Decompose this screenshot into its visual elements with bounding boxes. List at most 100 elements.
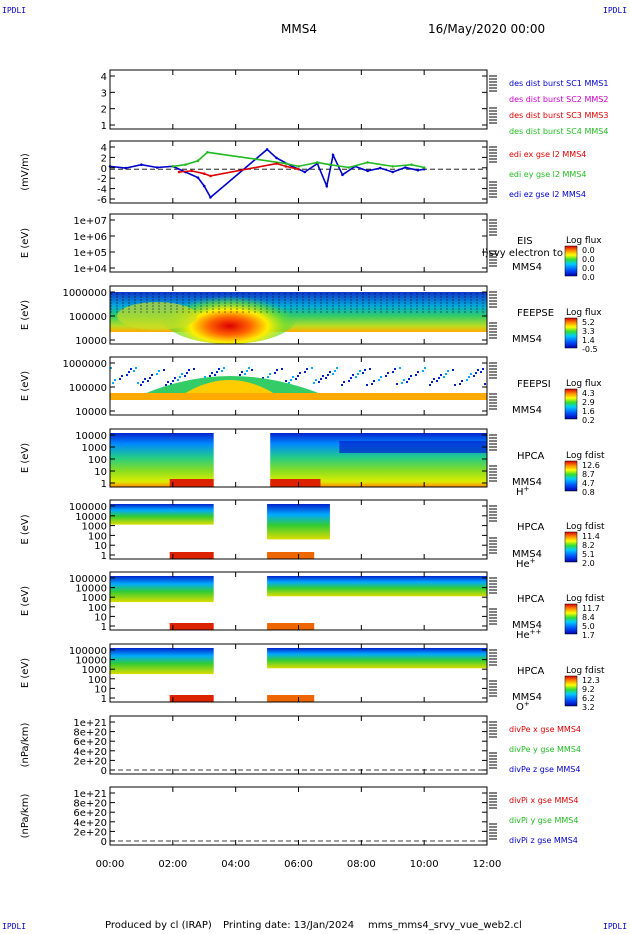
colorbar-tick: 5.0 [582, 622, 595, 631]
colorbar-title: Log flux [566, 379, 602, 389]
ytick-label: 10000 [75, 407, 107, 418]
feepsi-speck [149, 377, 151, 379]
feepsi-speck [473, 375, 475, 377]
feepsi-speck [276, 369, 278, 371]
feepsi-speck [385, 375, 387, 377]
edi-point [366, 169, 369, 173]
colorbar-title: Log flux [566, 308, 602, 318]
edi-point [366, 161, 369, 164]
colorbar-title: Log fdist [566, 594, 605, 604]
feepsi-speck [350, 377, 352, 379]
feepsi-speck [239, 374, 241, 376]
hpca-he2-hot-1 [169, 623, 214, 630]
feepsi-speck [179, 376, 181, 378]
edi-point [331, 153, 335, 157]
ytick-label: 1e+07 [73, 216, 107, 227]
feepsi-speck [177, 379, 179, 381]
feepsi-speck [336, 367, 338, 369]
colorbar-tick: 0.0 [582, 246, 595, 255]
edi-point [265, 148, 269, 151]
legend-entry: des dist burst SC2 MMS2 [509, 95, 608, 104]
edi-point [284, 162, 288, 165]
colorbar [564, 531, 578, 563]
corner-label-bottom-right: IPDLI [603, 922, 628, 931]
feepsi-speck [142, 381, 144, 383]
feepsi-speck [223, 367, 225, 369]
ytick-label: 0 [101, 164, 107, 175]
colorbar [564, 675, 578, 707]
edi-point [297, 167, 300, 171]
spacecraft-label: MMS4 [512, 692, 542, 703]
ytick-label: 10000 [75, 431, 107, 442]
feepsi-speck [221, 370, 223, 372]
feepsi-speck [204, 376, 206, 378]
edi-point [196, 176, 200, 179]
overlay-text: l)svy electron to [482, 248, 563, 259]
instrument-label: EIS [517, 236, 533, 247]
ytick-label: 8e+20 [73, 728, 107, 739]
feepsi-speck [165, 384, 167, 386]
edi-point [410, 163, 413, 166]
panel-frame [109, 786, 488, 846]
panel-frame [109, 69, 488, 130]
feepsi-speck [477, 369, 479, 371]
feepsi-speck [359, 370, 361, 372]
ytick-label: 4e+20 [73, 747, 107, 758]
feepsi-speck [482, 368, 484, 370]
colorbar-tick: 2.9 [582, 398, 595, 407]
ytick-label: 1 [101, 479, 107, 490]
feepsi-speck [431, 381, 433, 383]
colorbar-tick: 8.7 [582, 470, 595, 479]
feepsi-speck [163, 369, 165, 371]
edi-point [202, 172, 206, 175]
legend-entry: edi ex gse l2 MMS4 [509, 150, 586, 159]
ytick-label: 10000 [75, 336, 107, 347]
ytick-label: -4 [97, 185, 107, 196]
feepsi-speck [394, 368, 396, 370]
hpca-he1-block-0 [110, 504, 214, 525]
footer-config: mms_mms4_srvy_vue_web2.cl [368, 920, 522, 931]
colorbar-tick: 4.3 [582, 389, 595, 398]
feepsi-band [110, 393, 487, 400]
spacecraft-title: MMS4 [281, 22, 317, 36]
edi-point [416, 169, 420, 172]
date-title: 16/May/2020 00:00 [428, 22, 546, 36]
time-label: 02:00 [158, 859, 187, 870]
legend-entry: des dist burst SC3 MMS3 [509, 111, 608, 120]
colorbar-tick: 5.1 [582, 550, 595, 559]
feepsi-speck [325, 377, 327, 379]
legend-entry: des dist burst SC1 MMS1 [509, 79, 608, 88]
feepsi-speck [147, 380, 149, 382]
legend-entry: divPi x gse MMS4 [509, 796, 578, 805]
panel-eis: 1e+07 1e+06 1e+05 1e+04 E (eV) EIS MMS4 l)svy e… [20, 213, 602, 282]
edi-point [391, 165, 395, 168]
spacecraft-label: MMS4 [512, 549, 542, 560]
feepsi-speck [461, 380, 463, 382]
edi-point [422, 166, 426, 169]
ytick-label: 2e+20 [73, 827, 107, 838]
feepsi-speck [468, 376, 470, 378]
feepsi-speck [459, 383, 461, 385]
feepsi-speck [181, 373, 183, 375]
edi-point [206, 150, 209, 154]
feepsi-speck [406, 381, 408, 383]
feepsi-speck [327, 374, 329, 376]
ylabel: E (eV) [20, 228, 31, 258]
feepsi-speck [410, 375, 412, 377]
ylabel: (nPa/km) [20, 723, 31, 768]
corner-label-top-left: IPDLI [2, 6, 27, 15]
hpca-he1-hot-2 [267, 552, 315, 559]
feepsi-speck [417, 371, 419, 373]
feepsi-speck [373, 380, 375, 382]
ytick-label: 10 [94, 612, 107, 623]
feepsi-speck [295, 378, 297, 380]
ytick-label: 4 [101, 143, 107, 154]
feepsi-speck [424, 367, 426, 369]
colorbar-tick: 3.3 [582, 327, 595, 336]
feepsi-speck [380, 376, 382, 378]
colorbar [564, 317, 578, 349]
colorbar-tick: 11.7 [582, 604, 600, 613]
time-label: 00:00 [96, 859, 125, 870]
feepsi-speck [362, 372, 364, 374]
